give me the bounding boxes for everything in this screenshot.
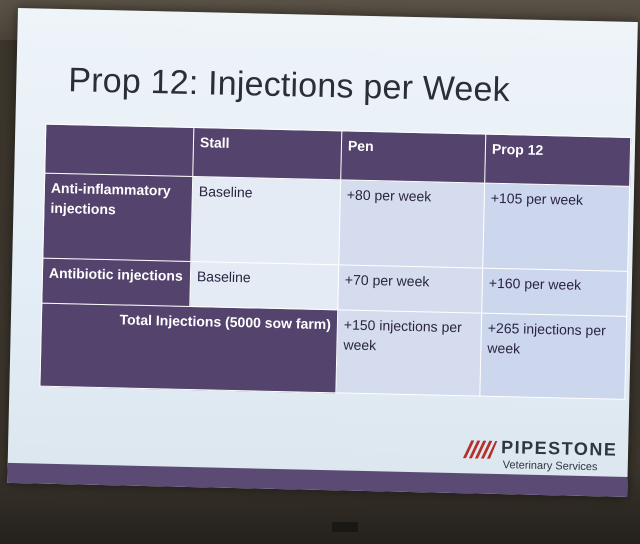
table-total-row: Total Injections (5000 sow farm) +150 in… [39, 303, 627, 400]
projector-device [332, 522, 358, 532]
injections-table: Stall Pen Prop 12 Anti-inflammatory inje… [39, 124, 631, 400]
cell-stall: Baseline [189, 261, 339, 310]
cell-pen: +70 per week [337, 264, 483, 314]
header-prop12: Prop 12 [484, 134, 631, 187]
cell-stall: Baseline [190, 176, 341, 265]
header-empty [44, 124, 194, 177]
pipestone-mark-icon [462, 440, 498, 459]
cell-prop12: +160 per week [481, 268, 628, 317]
cell-pen: +80 per week [338, 179, 485, 269]
row-label-anti-inflammatory: Anti-inflammatory injections [42, 173, 193, 262]
header-pen: Pen [340, 130, 486, 184]
projected-slide: Prop 12: Injections per Week Stall Pen P… [7, 8, 638, 497]
logo-name: PIPESTONE [500, 437, 618, 460]
total-prop12: +265 injections per week [479, 313, 627, 400]
cell-prop12: +105 per week [482, 183, 630, 272]
total-label: Total Injections (5000 sow farm) [39, 303, 338, 393]
table-row: Anti-inflammatory injections Baseline +8… [42, 173, 630, 272]
row-label-antibiotic: Antibiotic injections [41, 258, 191, 307]
logo-subtitle: Veterinary Services [502, 459, 598, 474]
header-stall: Stall [192, 127, 342, 180]
total-pen: +150 injections per week [335, 309, 482, 397]
pipestone-logo: PIPESTONE Veterinary Services [462, 436, 623, 480]
slide-title: Prop 12: Injections per Week [67, 61, 511, 110]
